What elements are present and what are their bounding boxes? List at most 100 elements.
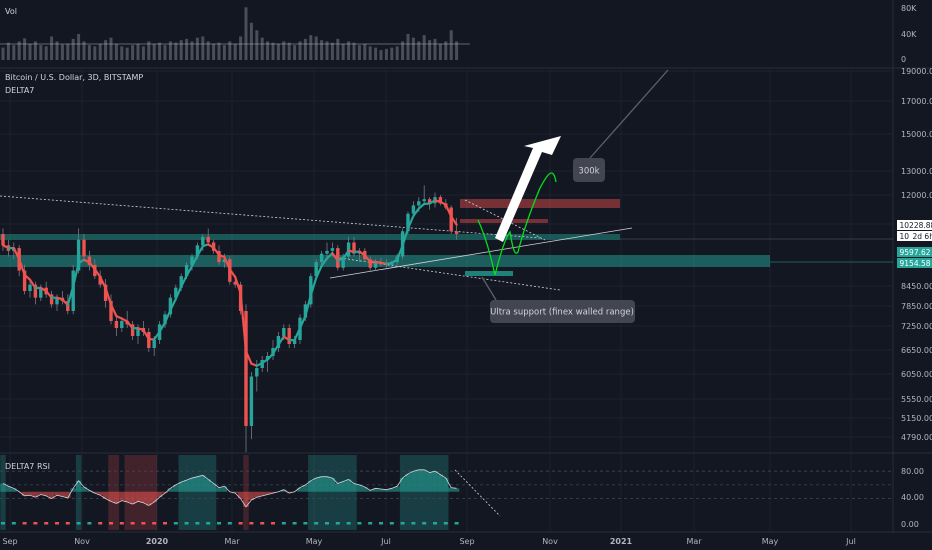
rsi-legend[interactable]: DELTA7 RSI <box>5 462 50 471</box>
delta7-segment <box>126 320 134 330</box>
rsi-fill <box>308 480 314 492</box>
rsi-bull-zone <box>194 455 201 530</box>
price-tag-box <box>910 231 932 241</box>
rsi-signal-dot <box>346 522 351 525</box>
rsi-fill <box>151 491 157 503</box>
ultra-support-zone[interactable] <box>465 271 513 276</box>
volume-bar <box>125 47 129 60</box>
time-tick-label: Jul <box>845 537 856 546</box>
support-zone-wide[interactable] <box>0 255 770 267</box>
price-tick-label: 7250.00 <box>901 322 932 331</box>
rsi-fill <box>351 483 357 492</box>
volume-bar <box>39 45 43 60</box>
uptrend-line[interactable] <box>329 227 633 279</box>
volume-bar <box>428 40 432 60</box>
delta7-segment <box>212 246 221 256</box>
rsi-signal-dot <box>184 522 189 525</box>
volume-tick-label: 80K <box>901 4 917 13</box>
rsi-fill <box>362 486 368 492</box>
rsi-signal-dot <box>368 522 373 525</box>
rsi-fill <box>97 491 103 496</box>
rsi-fill <box>162 491 168 494</box>
delta7-segment <box>190 254 199 268</box>
rsi-fill <box>140 491 147 503</box>
delta7-segment <box>298 314 307 330</box>
annotation-ultra-support[interactable]: Ultra support (finex walled range) <box>481 276 635 323</box>
delta7-segment <box>109 303 118 318</box>
rsi-pane <box>0 455 893 530</box>
volume-bar <box>422 35 426 60</box>
volume-bar <box>104 40 108 60</box>
rsi-fill <box>324 476 330 492</box>
annotation-ultra-support-box <box>490 300 635 323</box>
rsi-bull-zone <box>421 455 427 530</box>
rsi-tick-label: 80.00 <box>901 467 924 476</box>
chart-title[interactable]: Bitcoin / U.S. Dollar, 3D, BITSTAMP <box>5 73 143 82</box>
price-tag-label: 10 <box>900 232 910 241</box>
delta7-segment <box>45 290 53 299</box>
delta7-segment <box>406 214 415 230</box>
rsi-fill <box>194 476 201 492</box>
delta7-segment <box>266 352 275 361</box>
volume-bar <box>303 38 307 60</box>
resistance-zone-teal[interactable] <box>0 234 620 240</box>
volume-bar <box>347 41 351 60</box>
rsi-signal-dot <box>163 522 167 525</box>
price-axis[interactable]: 19000.00 17000.00 15000.00 13000.00 12000.00… <box>901 4 932 529</box>
rsi-fill <box>156 491 163 498</box>
rsi-fill <box>302 484 309 492</box>
delta7-segment <box>223 255 231 271</box>
indicator-legend[interactable]: DELTA7 <box>5 86 34 95</box>
candle-body <box>368 259 372 268</box>
volume-bar <box>6 42 10 60</box>
delta7-segment <box>234 275 242 295</box>
time-axis[interactable]: Sep Nov 2020 Mar May Jul Sep Nov 2021 Mar May Jul <box>2 537 855 546</box>
volume-bar <box>239 36 243 60</box>
rsi-fill <box>264 491 271 495</box>
volume-bar <box>222 45 226 60</box>
candle-body <box>303 304 308 318</box>
rsi-signal-dot <box>400 522 405 525</box>
candle-body <box>152 340 156 348</box>
rsi-signal-dot <box>141 522 146 525</box>
rsi-fill <box>0 483 6 492</box>
rsi-signal-dot <box>44 522 49 525</box>
delta7-segment <box>417 202 426 210</box>
volume-bar <box>330 42 334 60</box>
volume-bar <box>98 43 102 60</box>
rsi-signal-dot <box>411 522 416 525</box>
price-tag-label: 9597.62 <box>900 248 931 257</box>
resistance-zone-red[interactable] <box>460 199 620 208</box>
projection-arrow[interactable] <box>495 136 561 242</box>
candle-body <box>120 321 124 328</box>
volume-bar <box>174 42 178 60</box>
volume-bar <box>1 47 5 60</box>
delta7-segment <box>304 294 312 318</box>
candle-body <box>276 336 281 348</box>
rsi-fill <box>243 491 249 507</box>
rsi-fill <box>232 491 238 494</box>
rsi-signal-dot <box>227 522 232 525</box>
projection-path[interactable] <box>477 172 557 276</box>
rsi-fill <box>281 489 287 492</box>
candle-body <box>190 256 194 265</box>
candle-body <box>55 297 59 305</box>
volume-bar <box>114 43 118 60</box>
rsi-signal-dot <box>379 522 383 525</box>
rsi-signal-dot <box>389 522 394 525</box>
rsi-bull-zone <box>443 455 449 530</box>
delta7-segment <box>401 227 410 247</box>
volume-legend[interactable]: Vol <box>5 7 17 16</box>
rsi-trend-line <box>454 469 501 517</box>
rsi-fill <box>32 491 39 498</box>
price-tag-label: 10228.88 <box>900 221 932 230</box>
time-tick-label: Nov <box>74 537 90 546</box>
volume-bar <box>93 46 97 60</box>
rsi-fill <box>259 491 265 496</box>
volume-bar <box>417 41 421 60</box>
rsi-tick-label: 0.00 <box>901 520 919 529</box>
annotation-300k[interactable]: 300k <box>573 69 669 182</box>
rsi-fill <box>189 478 195 492</box>
delta7-segment <box>12 246 21 261</box>
